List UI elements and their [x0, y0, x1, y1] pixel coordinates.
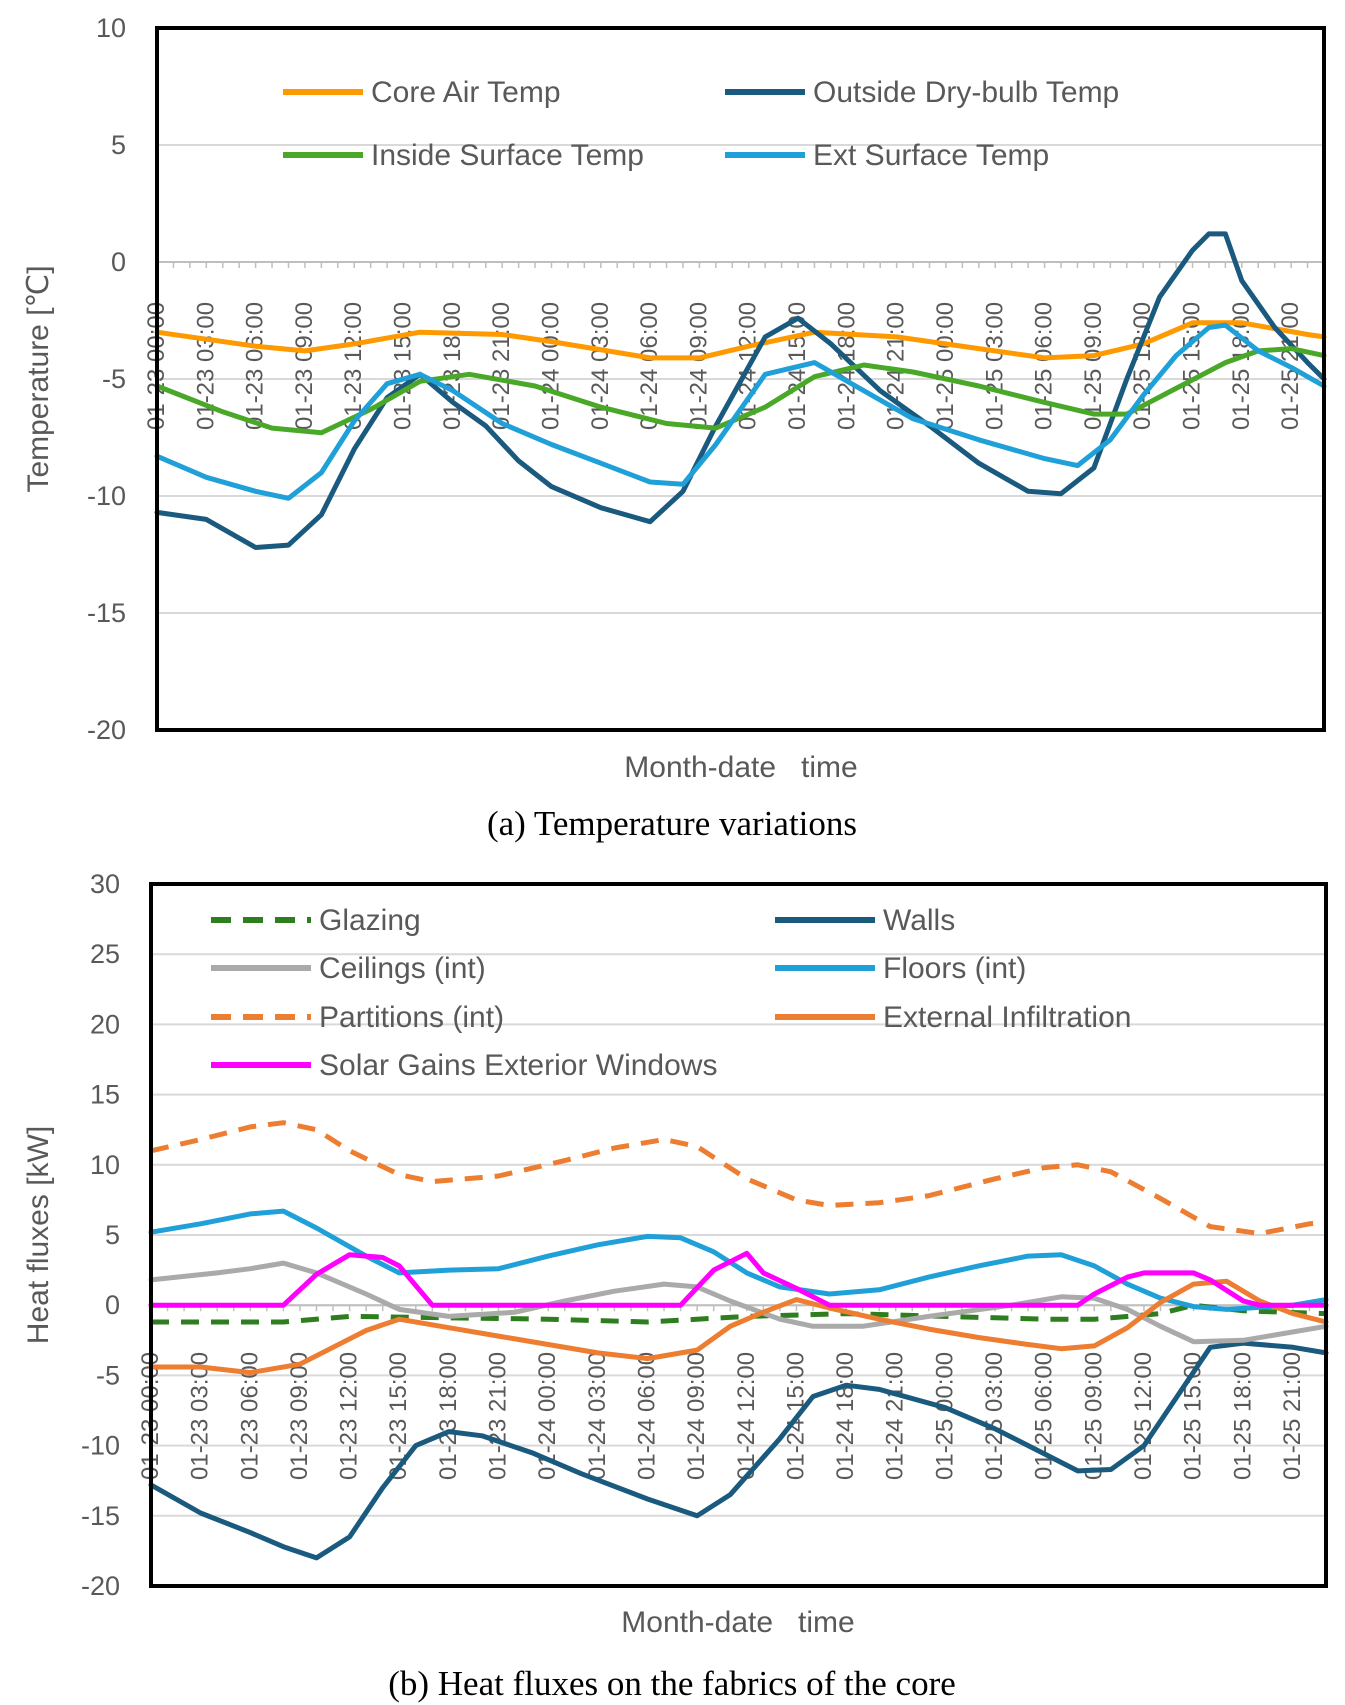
temperature-series-outside-dry-bulb-temp	[154, 231, 1327, 550]
heat-flux-x-tick-label: 01-24 03:00	[584, 1352, 611, 1480]
heat-flux-y-tick-label: 15	[90, 1080, 120, 1110]
heat-flux-x-tick-label: 01-25 18:00	[1229, 1352, 1256, 1480]
heat-flux-x-tick-label: 01-24 06:00	[633, 1352, 660, 1480]
temperature-x-tick-label: 01-23 21:00	[488, 302, 515, 430]
legend-label-external-infiltration: External Infiltration	[883, 1001, 1131, 1034]
legend-label-floors-int: Floors (int)	[883, 952, 1026, 985]
temperature-x-tick-label: 01-23 06:00	[242, 302, 269, 430]
heat-flux-x-tick-label: 01-23 15:00	[385, 1352, 412, 1480]
heat-flux-y-tick-label: 10	[90, 1150, 120, 1180]
heat-flux-x-tick-label: 01-23 03:00	[187, 1352, 214, 1480]
heat-flux-plot-frame	[149, 882, 1328, 1588]
heat-flux-series-walls	[148, 1340, 1329, 1561]
heat-flux-series-solar-gains-exterior-windows	[148, 1250, 1329, 1308]
temperature-y-tick-labels: 10 5 0 -5 -10 -15 -20	[87, 13, 126, 745]
heat-flux-x-tick-label: 01-23 12:00	[336, 1352, 363, 1480]
temperature-x-tick-label: 01-24 00:00	[537, 302, 564, 430]
heat-flux-series-ceilings-int	[148, 1260, 1329, 1345]
heat-flux-grid	[150, 953, 1327, 1517]
temperature-x-tick-label: 01-25 06:00	[1031, 302, 1058, 430]
temperature-y-tick-label: -15	[87, 598, 126, 628]
heat-flux-series-lines	[148, 1120, 1329, 1561]
temperature-y-tick-label: -20	[87, 715, 126, 745]
legend-label-outside-dry-bulb-temp: Outside Dry-bulb Temp	[813, 76, 1119, 109]
heat-flux-x-tick-label: 01-25 09:00	[1080, 1352, 1107, 1480]
heat-flux-x-tick-label: 01-23 18:00	[435, 1352, 462, 1480]
temperature-y-tick-label: 5	[111, 130, 126, 160]
heat-flux-series-partitions-int	[150, 1120, 1327, 1237]
heat-flux-x-tick-label: 01-25 21:00	[1279, 1352, 1306, 1480]
legend-label-ceilings-int: Ceilings (int)	[319, 952, 486, 985]
legend-label-core-air-temp: Core Air Temp	[371, 76, 561, 109]
temperature-series-lines	[154, 231, 1327, 550]
temperature-y-tick-label: 10	[96, 13, 126, 43]
temperature-series-core-air-temp	[154, 320, 1327, 361]
legend-label-partitions-int: Partitions (int)	[319, 1001, 504, 1034]
legend-label-ext-surface-temp: Ext Surface Temp	[813, 139, 1049, 172]
heat-flux-legend: Glazing Walls Ceilings (int) Floors (int) Pa…	[211, 904, 1131, 1082]
heat-flux-y-tick-label: 5	[105, 1220, 120, 1250]
heat-flux-chart: 01-23 00:00 01-23 03:00 01-23 06:00 01-23 0…	[22, 869, 1329, 1703]
heat-flux-x-tick-label: 01-25 00:00	[931, 1352, 958, 1480]
heat-flux-y-tick-label: -20	[81, 1571, 120, 1601]
heat-flux-y-tick-label: -10	[81, 1431, 120, 1461]
temperature-x-tick-label: 01-24 06:00	[636, 302, 663, 430]
temperature-y-tick-label: -10	[87, 481, 126, 511]
heat-flux-x-tick-label: 01-24 12:00	[733, 1352, 760, 1480]
temperature-y-axis-title: Temperature [℃]	[22, 265, 55, 492]
heat-flux-x-tick-label: 01-23 21:00	[485, 1352, 512, 1480]
heat-flux-x-tick-label: 01-25 03:00	[981, 1352, 1008, 1480]
heat-flux-x-tick-label: 01-24 09:00	[683, 1352, 710, 1480]
temperature-x-tick-label: 01-25 00:00	[932, 302, 959, 430]
legend-label-inside-surface-temp: Inside Surface Temp	[371, 139, 644, 172]
heat-flux-y-tick-label: 30	[90, 869, 120, 899]
heat-flux-y-tick-label: -15	[81, 1501, 120, 1531]
temperature-x-tick-label: 01-25 09:00	[1080, 302, 1107, 430]
heat-flux-x-tick-label: 01-25 12:00	[1130, 1352, 1157, 1480]
heat-flux-series-external-infiltration	[148, 1278, 1329, 1376]
temperature-caption: (a) Temperature variations	[487, 804, 857, 843]
temperature-y-tick-label: -5	[102, 364, 126, 394]
legend-label-glazing: Glazing	[319, 904, 421, 937]
heat-flux-y-tick-label: 0	[105, 1290, 120, 1320]
heat-flux-x-tick-labels: 01-23 00:00 01-23 03:00 01-23 06:00 01-23 0…	[137, 1352, 1306, 1480]
heat-flux-x-axis-title: Month-date time	[621, 1606, 854, 1639]
heat-flux-x-tick-label: 01-24 18:00	[832, 1352, 859, 1480]
temperature-x-tick-label: 01-24 09:00	[685, 302, 712, 430]
legend-label-walls: Walls	[883, 904, 955, 937]
temperature-y-tick-label: 0	[111, 247, 126, 277]
heat-flux-series-floors-int	[148, 1208, 1329, 1312]
temperature-series-ext-surface-temp	[154, 322, 1327, 501]
heat-flux-y-tick-label: -5	[96, 1360, 120, 1390]
temperature-x-tick-label: 01-23 15:00	[390, 302, 417, 430]
heat-flux-y-tick-label: 20	[90, 1009, 120, 1039]
heat-flux-x-tick-label: 01-24 21:00	[882, 1352, 909, 1480]
heat-flux-caption: (b) Heat fluxes on the fabrics of the co…	[388, 1664, 956, 1703]
temperature-chart: 01-23 00:00 01-23 03:00 01-23 06:00 01-23 0…	[22, 13, 1327, 843]
temperature-x-tick-label: 01-25 03:00	[981, 302, 1008, 430]
heat-flux-y-tick-label: 25	[90, 939, 120, 969]
legend-label-solar-gains-exterior-windows: Solar Gains Exterior Windows	[319, 1049, 717, 1082]
temperature-x-tick-label: 01-23 09:00	[291, 302, 318, 430]
heat-flux-y-axis-title: Heat fluxes [kW]	[22, 1126, 55, 1344]
heat-flux-y-tick-labels: 30 25 20 15 10 5 0 -5 -10 -15 -20	[81, 869, 120, 1601]
temperature-legend: Core Air Temp Outside Dry-bulb Temp Inside…	[283, 76, 1119, 172]
temperature-x-axis-title: Month-date time	[624, 751, 857, 784]
heat-flux-x-tick-label: 01-23 09:00	[286, 1352, 313, 1480]
temperature-plot-frame	[155, 26, 1326, 732]
